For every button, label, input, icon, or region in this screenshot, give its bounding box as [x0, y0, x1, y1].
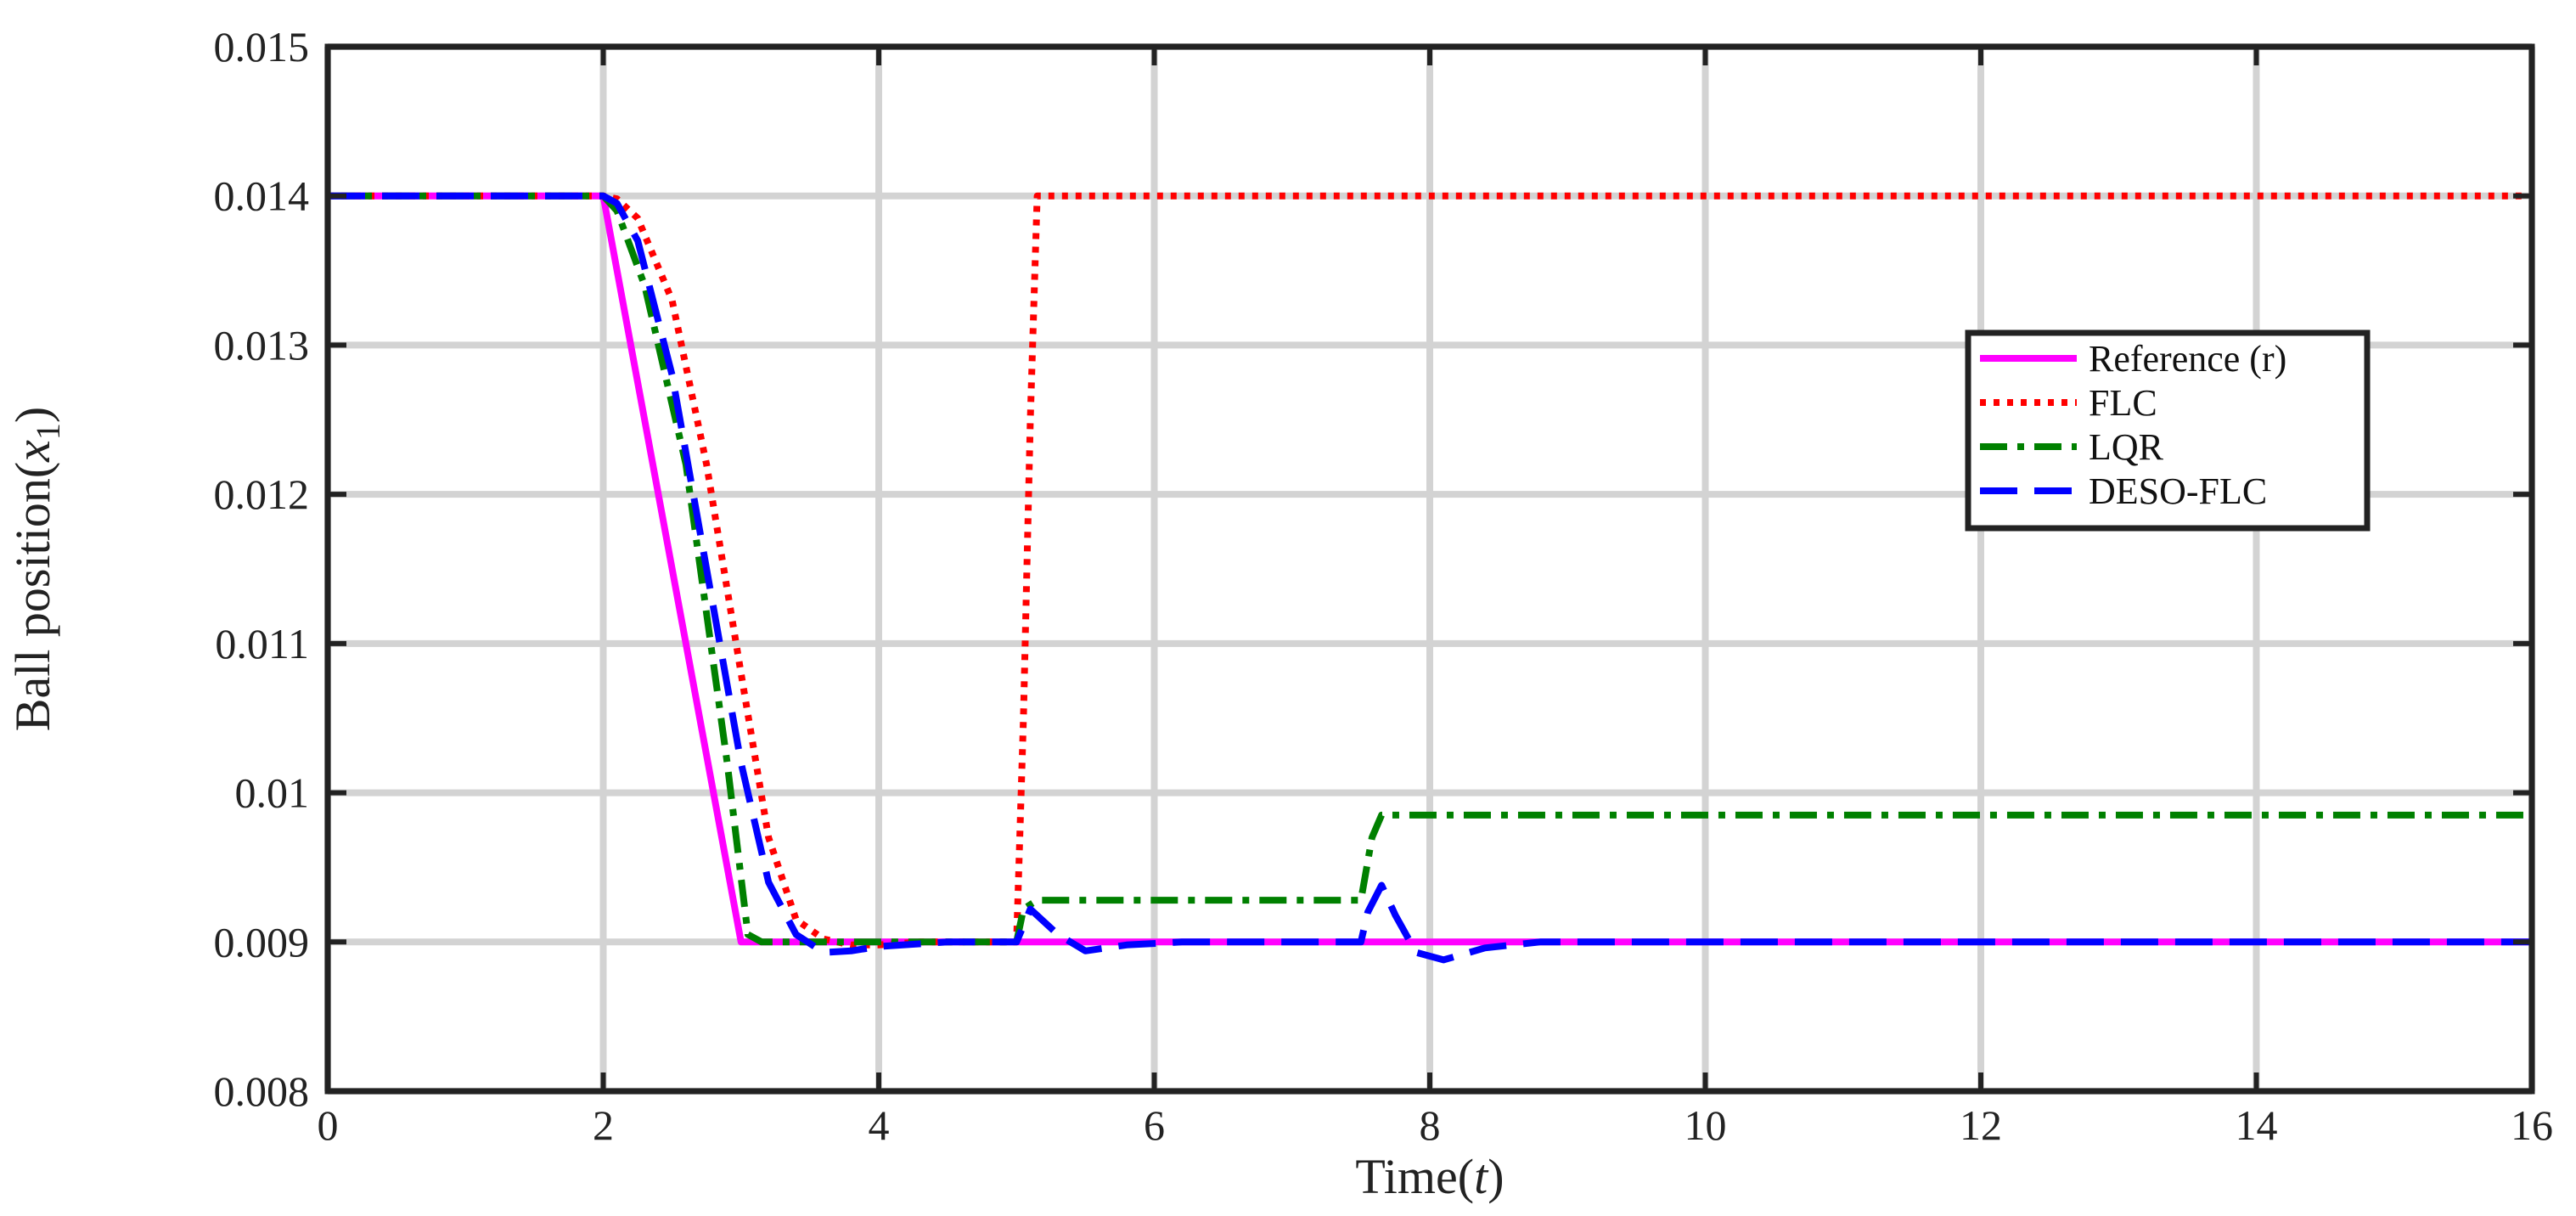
legend-label: Reference (r)	[2089, 338, 2286, 380]
legend-box	[1965, 329, 2371, 532]
series-lines	[328, 192, 2532, 964]
x-tick-label: 4	[869, 1101, 890, 1149]
legend-label: LQR	[2089, 426, 2164, 468]
x-tick-label: 8	[1420, 1101, 1441, 1149]
tick-labels: 0 2 4 6 8 10 12 14 16 0.008 0.009 0.01 0.011 0.012 0.0…	[214, 23, 2554, 1149]
y-tick-label: 0.012	[214, 470, 310, 518]
x-tick-label: 6	[1144, 1101, 1165, 1149]
y-tick-label: 0.011	[215, 620, 309, 667]
series-line-lqr	[328, 192, 2532, 946]
y-tick-label: 0.013	[214, 321, 310, 369]
axis-ticks	[325, 44, 2534, 1094]
legend-label: DESO-FLC	[2089, 470, 2267, 512]
y-tick-label: 0.015	[214, 23, 310, 70]
x-tick-label: 0	[318, 1101, 339, 1149]
x-tick-label: 2	[593, 1101, 614, 1149]
y-tick-label: 0.009	[214, 918, 310, 965]
x-tick-label: 16	[2511, 1101, 2553, 1149]
y-tick-label: 0.008	[214, 1067, 310, 1115]
x-tick-label: 14	[2236, 1101, 2278, 1149]
series-line-flc	[328, 192, 2532, 949]
x-axis-title: Time(t)	[1355, 1149, 1504, 1204]
series-line-deso-flc	[328, 192, 2532, 964]
legend-label: FLC	[2089, 382, 2157, 424]
y-tick-label: 0.014	[214, 172, 310, 220]
y-tick-label: 0.01	[235, 769, 310, 817]
x-tick-label: 10	[1685, 1101, 1727, 1149]
x-tick-label: 12	[1960, 1101, 2002, 1149]
y-axis-title: Ball position(x1)	[5, 407, 67, 731]
